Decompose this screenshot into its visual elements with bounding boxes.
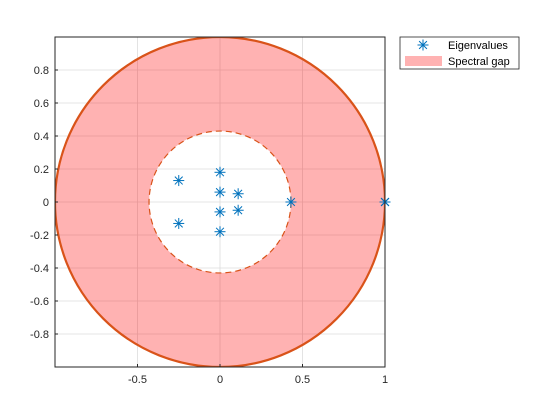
eigenvalue-point (214, 206, 226, 218)
legend-marker-eigenvalues (417, 39, 429, 51)
legend-asterisk (417, 39, 429, 51)
eigenvalue-point (285, 196, 297, 208)
legend-label-spectral-gap: Spectral gap (448, 56, 510, 68)
eigenvalue-point (173, 175, 185, 187)
y-tick-label: 0 (43, 197, 49, 209)
legend-label-eigenvalues: Eigenvalues (448, 40, 508, 52)
y-tick-label: 0.8 (34, 65, 49, 77)
y-tick-label: -0.4 (30, 263, 49, 275)
y-tick-label: 0.2 (34, 164, 49, 176)
y-tick-label: -0.6 (30, 296, 49, 308)
eigenvalue-point (214, 226, 226, 238)
eigenvalue-point (232, 204, 244, 216)
x-tick-label: 0 (217, 374, 223, 386)
eigenvalue-point (214, 186, 226, 198)
x-tick-label: 0.5 (295, 374, 310, 386)
y-tick-label: -0.8 (30, 329, 49, 341)
axis-ticks: -0.5 0 0.5 1 0.8 0.6 0.4 0.2 0 -0.2 -0.4 -0.6 -0.8 (30, 65, 388, 386)
y-tick-label: 0.6 (34, 98, 49, 110)
y-tick-label: 0.4 (34, 131, 49, 143)
legend-patch-spectral-gap (405, 56, 442, 66)
y-tick-label: -0.2 (30, 230, 49, 242)
eigenvalue-point (173, 217, 185, 229)
legend: Eigenvalues Spectral gap (399, 36, 520, 70)
spectral-gap-annulus (55, 37, 385, 367)
eigenvalue-point (214, 166, 226, 178)
x-tick-label: -0.5 (128, 374, 147, 386)
x-tick-label: 1 (382, 374, 388, 386)
eigenvalue-point (232, 188, 244, 200)
